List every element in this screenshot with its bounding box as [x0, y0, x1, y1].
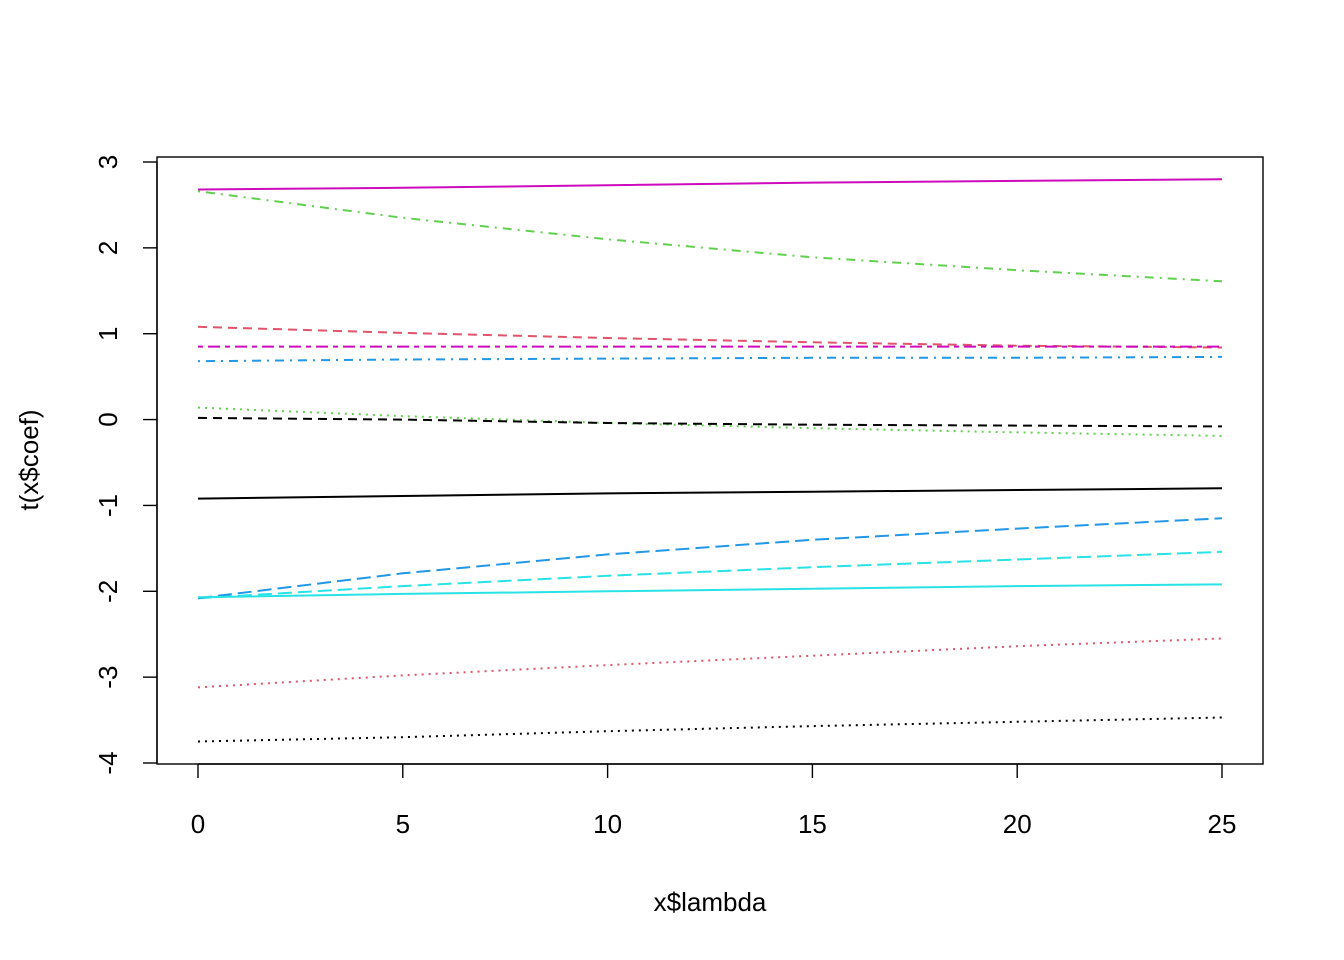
y-tick-label: -2: [93, 580, 123, 603]
x-tick-label: 0: [191, 809, 205, 839]
series-line-1: [197, 487, 1223, 500]
x-tick-label: 15: [798, 809, 827, 839]
y-tick-label: 0: [93, 412, 123, 426]
x-tick-label: 10: [593, 809, 622, 839]
series-line-12: [197, 583, 1223, 599]
y-axis-title: t(x$coef): [14, 409, 44, 510]
x-axis: 0 5 10 15 20 25: [191, 763, 1237, 839]
x-tick-label: 5: [396, 809, 410, 839]
y-tick-label: -3: [93, 666, 123, 689]
y-axis: -4 -3 -2 -1 0 1 2 3: [93, 155, 158, 775]
x-tick-label: 25: [1208, 809, 1237, 839]
x-axis-title: x$lambda: [654, 887, 767, 917]
y-tick-label: 1: [93, 326, 123, 340]
series-line-8: [197, 517, 1223, 600]
series-line-7: [197, 716, 1223, 743]
x-tick-label: 20: [1003, 809, 1032, 839]
y-tick-label: -1: [93, 494, 123, 517]
y-tick-label: -4: [93, 751, 123, 774]
series-line-2: [197, 325, 1223, 349]
series-line-11: [197, 416, 1223, 428]
y-tick-label: 2: [93, 241, 123, 255]
series-line-10: [197, 190, 1223, 283]
series-line-5: [197, 550, 1223, 600]
series-line-13: [197, 637, 1223, 689]
series-line-9: [197, 178, 1223, 191]
series-line-4: [197, 355, 1223, 363]
series-layer: [197, 178, 1223, 743]
series-line-3: [197, 406, 1223, 437]
y-tick-label: 3: [93, 155, 123, 169]
